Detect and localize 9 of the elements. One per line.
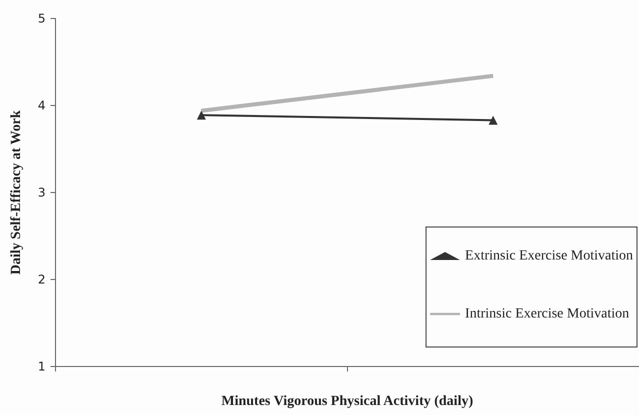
y-tick-label: 2 bbox=[38, 272, 46, 286]
y-tick-label: 5 bbox=[38, 12, 46, 26]
y-tick-label: 4 bbox=[38, 98, 46, 112]
legend-label: Extrinsic Exercise Motivation bbox=[465, 248, 634, 264]
y-tick-label: 3 bbox=[38, 186, 46, 200]
y-tick-label: 1 bbox=[38, 360, 46, 374]
y-axis-title: Daily Self-Efficacy at Work bbox=[9, 110, 24, 275]
legend-label: Intrinsic Exercise Motivation bbox=[465, 306, 630, 322]
x-axis-title: Minutes Vigorous Physical Activity (daily) bbox=[221, 394, 474, 409]
